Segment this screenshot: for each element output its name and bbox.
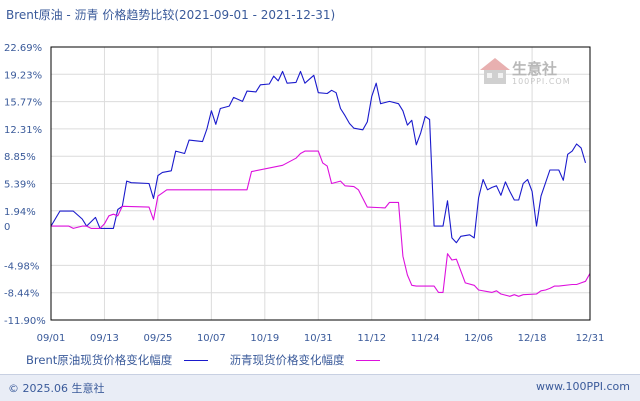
legend-label-asphalt: 沥青现货价格变化幅度 [229, 353, 345, 367]
x-tick-label: 09/01 [37, 333, 66, 344]
y-tick-label: -4.98% [4, 261, 39, 272]
footer-website-link[interactable]: www.100PPI.com [536, 380, 630, 393]
x-tick-label: 10/31 [304, 333, 333, 344]
y-tick-label: 8.85% [4, 152, 36, 163]
x-tick-label: 12/06 [464, 333, 493, 344]
chart-plot: 22.69% 19.23% 15.77% 12.31% 8.85% 5.39% 1.94% 0… [4, 43, 605, 344]
legend-swatch-brent [183, 360, 208, 361]
plot-frame [50, 46, 591, 321]
x-tick-label: 11/24 [411, 333, 440, 344]
y-tick-label: 15.77% [4, 98, 42, 109]
watermark-text: 生意社 [512, 60, 558, 78]
series-line-asphalt [51, 150, 591, 297]
y-tick-label: -11.90% [4, 316, 46, 327]
series-line-brent [50, 70, 587, 244]
footer-copyright: © 2025.06 生意社 [8, 382, 105, 395]
x-tick-label: 09/25 [143, 333, 172, 344]
x-tick-label: 12/18 [518, 333, 547, 344]
x-tick-label: 10/19 [250, 333, 279, 344]
chart-title: Brent原油 - 沥青 价格趋势比较(2021-09-01 - 2021-12… [6, 8, 336, 22]
legend-label-brent: Brent原油现货价格变化幅度 [26, 353, 173, 367]
y-axis-labels: 22.69% 19.23% 15.77% 12.31% 8.85% 5.39% 1.94% 0… [4, 43, 46, 327]
y-tick-label: 0 [4, 222, 10, 233]
x-tick-label: 10/07 [197, 333, 226, 344]
x-tick-label: 09/13 [90, 333, 119, 344]
x-axis-labels: 09/01 09/13 09/25 10/07 10/19 10/31 11/12 11/24… [37, 333, 605, 344]
y-tick-label: 22.69% [4, 43, 42, 54]
legend: Brent原油现货价格变化幅度 沥青现货价格变化幅度 [26, 352, 398, 368]
footer-bar: © 2025.06 生意社 www.100PPI.com [0, 374, 640, 401]
watermark-logo-icon [478, 56, 512, 90]
x-tick-label: 11/12 [357, 333, 386, 344]
y-tick-label: 1.94% [4, 207, 36, 218]
legend-item-brent: Brent原油现货价格变化幅度 [26, 352, 208, 368]
y-tick-label: 19.23% [4, 70, 42, 81]
y-tick-label: -8.44% [4, 289, 39, 300]
y-tick-label: 5.39% [4, 180, 36, 191]
legend-swatch-asphalt [356, 360, 381, 361]
watermark-url: 100PPI.COM [512, 77, 571, 86]
legend-item-asphalt: 沥青现货价格变化幅度 [230, 352, 381, 368]
series-layer [50, 70, 591, 297]
x-tick-label: 12/31 [576, 333, 605, 344]
y-tick-label: 12.31% [4, 125, 42, 136]
